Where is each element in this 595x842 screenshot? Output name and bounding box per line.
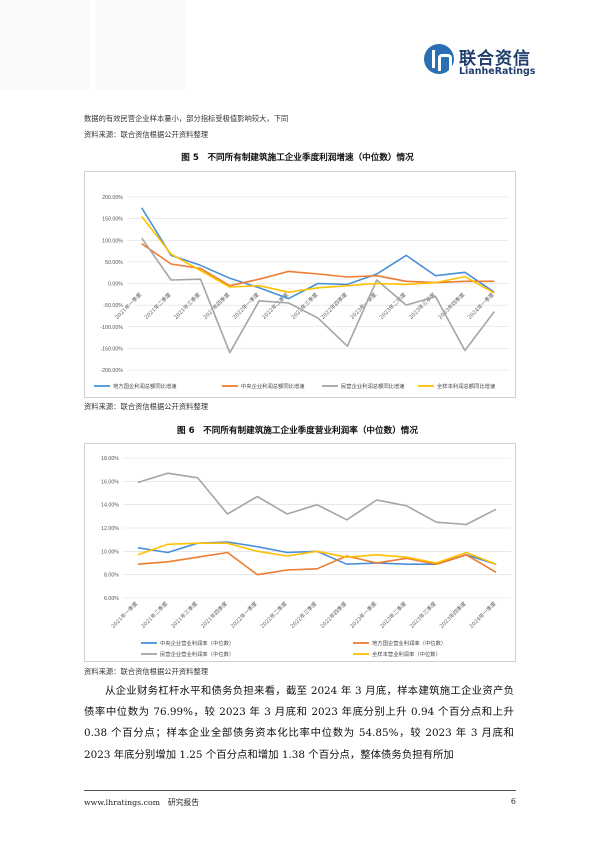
figure-6-svg: 18.00% 16.00% 14.00% 12.00% 10.00% 8.00% 6.00%… xyxy=(101,456,511,658)
fig6-x-tick-label: 2021年三季度 xyxy=(169,599,200,630)
logo-chinese-name: 联合资信 xyxy=(459,49,531,69)
fig6-y-tick-label: 12.00% xyxy=(101,526,119,532)
figure-5-chart: 200.00% 150.00% 100.00% 50.00% 0.00% -50.00% -… xyxy=(84,171,516,398)
fig5-y-tick-label: -100.00% xyxy=(100,325,123,331)
fig6-x-tick-label: 2024年一季度 xyxy=(467,599,498,630)
fig6-x-tick-label: 2021年四季度 xyxy=(199,599,230,630)
fig5-x-tick-label: 2022年二季度 xyxy=(260,290,291,321)
figure-6-chart: 18.00% 16.00% 14.00% 12.00% 10.00% 8.00% 6.00%… xyxy=(84,443,516,662)
fig6-legend-label: 中央企业营业利润率（中位数） xyxy=(160,639,234,647)
fig6-y-tick-label: 6.00% xyxy=(104,596,119,602)
figure-6-source: 资料来源：联合资信根据公开资料整理 xyxy=(84,667,209,676)
fig5-y-tick-label: -200.00% xyxy=(100,368,123,374)
fig6-y-tick-label: 16.00% xyxy=(101,479,119,485)
footer-website: www.lhratings.com 研究报告 xyxy=(84,798,200,807)
fig5-x-tick-label: 2021年四季度 xyxy=(201,290,232,321)
fig6-x-tick-label: 2021年一季度 xyxy=(109,599,140,630)
sample-note: 数据的有效民营企业样本量小，部分指标受极值影响较大，下同 xyxy=(84,114,289,123)
fig5-legend-label: 民营企业利润总额同比增速 xyxy=(341,382,405,390)
lianhe-logo-icon xyxy=(424,44,454,74)
watermark-block xyxy=(0,0,90,90)
fig6-x-tick-label: 2023年四季度 xyxy=(437,599,468,630)
fig6-series-line-2 xyxy=(137,551,497,576)
logo-english-name: LianheRatings xyxy=(459,66,536,77)
figure-5-source: 资料来源：联合资信根据公开资料整理 xyxy=(84,402,209,411)
fig6-series-line-3 xyxy=(137,472,497,526)
fig5-legend-label: 地方国企利润总额同比增速 xyxy=(113,382,177,390)
fig6-x-tick-label: 2022年四季度 xyxy=(318,599,349,630)
fig5-series-line-4 xyxy=(141,216,495,294)
fig6-legend-label: 全样本营业利润率（中位数） xyxy=(372,650,441,658)
figure-5-svg: 200.00% 150.00% 100.00% 50.00% 0.00% -50.00% -… xyxy=(94,195,509,390)
fig6-x-tick-label: 2022年一季度 xyxy=(229,599,260,630)
fig6-x-tick-label: 2023年二季度 xyxy=(378,599,409,630)
paragraph-text: 从企业财务杠杆水平和债务负担来看，截至 2024 年 3 月底，样本建筑施工企业… xyxy=(84,685,514,761)
fig5-y-tick-label: 150.00% xyxy=(102,217,123,223)
figure-5-title: 图 5 不同所有制建筑施工企业季度利润增速（中位数）情况 xyxy=(181,153,414,163)
fig6-y-tick-label: 10.00% xyxy=(101,549,119,555)
fig6-legend-label: 民营企业营业利润率（中位数） xyxy=(160,650,234,658)
source-note: 资料来源：联合资信根据公开资料整理 xyxy=(84,130,209,139)
fig5-x-tick-label: 2023年三季度 xyxy=(407,290,438,321)
fig5-y-tick-label: 0.00% xyxy=(108,282,123,288)
fig5-y-tick-label: 200.00% xyxy=(102,195,123,201)
fig6-x-tick-label: 2023年三季度 xyxy=(408,599,439,630)
fig5-series-line-1 xyxy=(141,207,495,300)
fig6-x-tick-label: 2022年二季度 xyxy=(258,599,289,630)
fig6-x-tick-label: 2023年一季度 xyxy=(348,599,379,630)
fig6-series-line-4 xyxy=(137,542,497,565)
footer-divider xyxy=(84,790,516,791)
fig5-x-tick-label: 2023年二季度 xyxy=(377,290,408,321)
body-paragraph: 从企业财务杠杆水平和债务负担来看，截至 2024 年 3 月底，样本建筑施工企业… xyxy=(84,681,514,766)
fig5-series-line-3 xyxy=(141,237,495,354)
fig5-y-tick-label: 50.00% xyxy=(105,260,123,266)
fig6-x-tick-label: 2021年二季度 xyxy=(139,599,170,630)
fig5-x-tick-label: 2023年一季度 xyxy=(348,290,379,321)
fig6-y-tick-label: 18.00% xyxy=(101,456,119,462)
fig5-x-tick-label: 2021年二季度 xyxy=(142,290,173,321)
fig5-legend-label: 全样本利润总额同比增速 xyxy=(437,382,496,390)
page-number: 6 xyxy=(510,797,516,806)
fig5-legend-label: 中央企业利润总额同比增速 xyxy=(241,382,305,390)
fig6-y-tick-label: 8.00% xyxy=(104,573,119,579)
figure-6-title: 图 6 不同所有制建筑施工企业季度营业利润率（中位数）情况 xyxy=(176,426,418,436)
fig5-x-tick-label: 2022年四季度 xyxy=(319,290,350,321)
company-logo: 联合资信 LianheRatings xyxy=(424,42,536,82)
fig5-y-tick-label: -50.00% xyxy=(103,303,123,309)
fig5-y-tick-label: -150.00% xyxy=(100,346,123,352)
fig5-x-tick-label: 2021年三季度 xyxy=(172,290,203,321)
watermark-block xyxy=(95,0,185,90)
fig6-legend-label: 地方国企营业利润率（中位数） xyxy=(372,639,446,647)
fig5-y-tick-label: 100.00% xyxy=(102,238,123,244)
fig6-x-tick-label: 2022年三季度 xyxy=(288,599,319,630)
fig6-y-tick-label: 14.00% xyxy=(101,503,119,509)
